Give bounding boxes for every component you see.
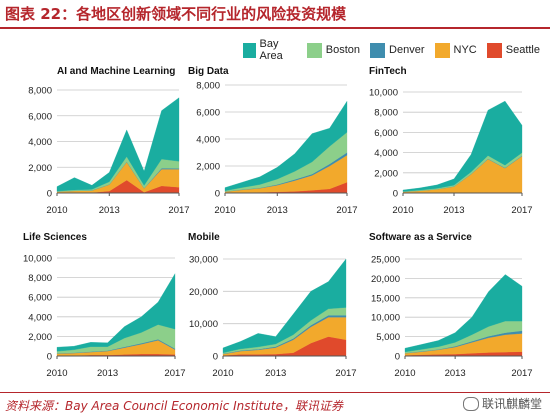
chart-title: Life Sciences [23,232,87,243]
y-tick-label: 6,000 [28,111,52,122]
x-tick-label: 2013 [445,368,466,379]
legend-label-bay-area: Bay Area [259,38,283,62]
legend-item-bay-area: Bay Area [243,38,297,62]
watermark-text: 联讯麒麟堂 [481,397,542,411]
y-tick-label: 0 [47,352,52,363]
x-tick-label: 2010 [46,368,67,379]
legend-swatch-denver [370,42,386,58]
source-note: 资料来源：Bay Area Council Economic Institute… [5,399,343,413]
x-tick-label: 2013 [265,368,286,379]
x-tick-label: 2010 [46,205,67,216]
title-divider [0,27,550,29]
chart-fintech: FinTech 0 2,000 4,000 6,000 8,000 10,000 2010 20… [369,66,533,216]
area-series-bay-area [56,273,176,352]
y-tick-label: 2,000 [28,163,52,174]
legend-item-nyc: NYC [434,42,477,58]
legend-label-nyc: NYC [453,44,477,56]
x-tick-label: 2017 [168,205,189,216]
y-tick-label: 0 [393,189,398,200]
wechat-icon [462,396,479,411]
y-tick-label: 6,000 [374,128,398,139]
x-tick-label: 2017 [511,368,532,379]
y-tick-label: 8,000 [196,81,220,92]
y-tick-label: 0 [213,352,218,363]
legend-swatch-boston [306,42,322,58]
y-tick-label: 0 [215,189,220,200]
y-tick-label: 4,000 [28,312,52,323]
y-tick-label: 8,000 [28,86,52,97]
legend-swatch-nyc [434,42,450,58]
x-tick-label: 2010 [392,205,413,216]
x-tick-label: 2013 [99,205,120,216]
legend-label-boston: Boston [325,44,361,56]
chart-software-as-a-service: Software as a Service 0 5,000 10,000 15,000 2… [369,232,533,379]
x-tick-label: 2017 [164,368,185,379]
legend-item-denver: Denver [370,42,425,58]
chart-legend: Bay Area Boston Denver NYC Seattle [243,38,550,62]
y-tick-label: 10,000 [23,254,52,265]
watermark: 联讯麒麟堂 [462,395,542,412]
y-tick-label: 10,000 [369,88,398,99]
legend-item-seattle: Seattle [486,42,540,58]
area-series-bay-area [56,97,180,192]
x-tick-label: 2010 [214,205,235,216]
area-series-bay-area [402,100,523,192]
y-tick-label: 4,000 [196,135,220,146]
y-tick-label: 10,000 [189,319,218,330]
y-tick-label: 5,000 [376,332,400,343]
y-tick-label: 20,000 [371,274,400,285]
chart-life-sciences: Life Sciences 0 2,000 4,000 6,000 8,000 10,000… [23,232,186,379]
chart-ai-and-machine-learning: AI and Machine Learning 0 2,000 4,000 6,000 8… [28,66,189,216]
y-tick-label: 15,000 [371,293,400,304]
legend-label-denver: Denver [389,44,425,56]
y-tick-label: 6,000 [28,293,52,304]
area-series-bay-area [404,274,523,353]
y-tick-label: 8,000 [28,273,52,284]
y-tick-label: 2,000 [374,168,398,179]
y-tick-label: 0 [395,352,400,363]
chart-title: Mobile [188,232,220,243]
legend-item-boston: Boston [306,42,361,58]
x-tick-label: 2013 [267,205,288,216]
x-tick-label: 2017 [335,368,356,379]
footer-divider [0,392,550,393]
area-series-bay-area [224,100,348,191]
y-tick-label: 4,000 [374,148,398,159]
x-tick-label: 2013 [97,368,118,379]
y-tick-label: 10,000 [371,313,400,324]
chart-title: Big Data [188,66,229,77]
chart-big-data: Big Data 0 2,000 4,000 6,000 8,000 2010 2013 201… [188,66,358,216]
legend-swatch-seattle [486,42,502,58]
area-series-bay-area [222,258,347,353]
y-tick-label: 6,000 [196,108,220,119]
y-tick-label: 4,000 [28,137,52,148]
x-tick-label: 2017 [336,205,357,216]
chart-mobile: Mobile 0 10,000 20,000 30,000 2010 2013 2017 [188,232,357,379]
x-tick-label: 2013 [443,205,464,216]
chart-title: FinTech [369,66,407,77]
figure-title: 图表 22：各地区创新领域不同行业的风险投资规模 [5,5,347,23]
x-tick-label: 2017 [511,205,532,216]
y-tick-label: 25,000 [371,255,400,266]
chart-title: AI and Machine Learning [57,66,175,77]
x-tick-label: 2010 [212,368,233,379]
y-tick-label: 2,000 [196,162,220,173]
y-tick-label: 2,000 [28,332,52,343]
y-tick-label: 8,000 [374,108,398,119]
legend-label-seattle: Seattle [505,44,540,56]
legend-swatch-bay-area [243,42,256,58]
chart-title: Software as a Service [369,232,472,243]
y-tick-label: 30,000 [189,255,218,266]
y-tick-label: 0 [47,189,52,200]
x-tick-label: 2010 [394,368,415,379]
y-tick-label: 20,000 [189,287,218,298]
